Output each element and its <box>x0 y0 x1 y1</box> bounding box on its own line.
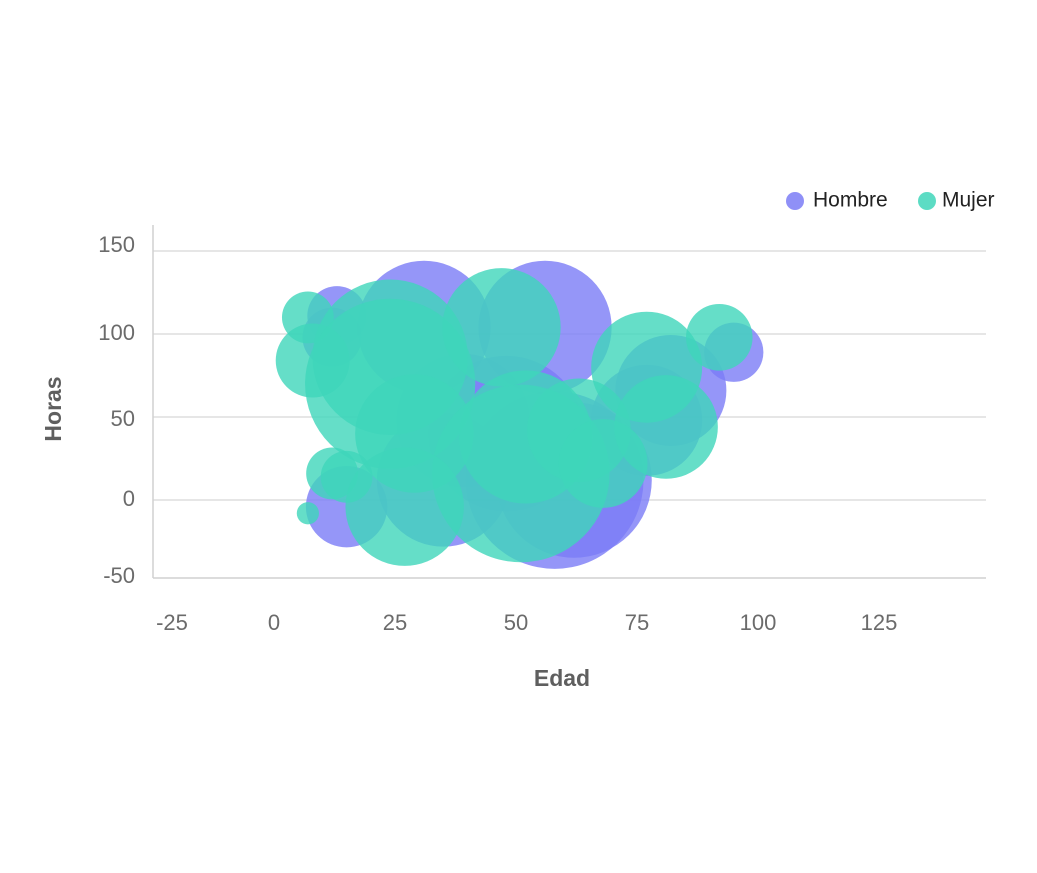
y-tick-label: 50 <box>111 406 135 431</box>
bubble-mujer[interactable] <box>685 304 753 371</box>
bubble-mujer[interactable] <box>296 502 319 525</box>
y-tick-label: 100 <box>98 320 135 345</box>
x-tick-label: 50 <box>504 610 528 635</box>
x-tick-label: -25 <box>156 610 188 635</box>
legend-label: Hombre <box>813 189 888 212</box>
y-tick-label: 0 <box>123 486 135 511</box>
bubble-mujer[interactable] <box>442 268 561 387</box>
legend: Hombre Mujer <box>786 189 995 212</box>
legend-label: Mujer <box>942 189 995 212</box>
legend-marker <box>918 192 936 210</box>
tick-labels: -25 0 25 50 75 100 125 150 100 50 0 -50 <box>98 232 897 635</box>
bubble-mujer[interactable] <box>614 375 718 479</box>
axes <box>152 225 986 579</box>
y-tick-label: -50 <box>103 563 135 588</box>
legend-marker <box>786 192 804 210</box>
legend-item-mujer[interactable]: Mujer <box>918 189 995 212</box>
y-tick-label: 150 <box>98 232 135 257</box>
bubble-mujer[interactable] <box>345 447 464 566</box>
x-axis-title: Edad <box>534 665 590 691</box>
series-mujer <box>275 268 753 566</box>
bubbles <box>275 260 764 569</box>
x-tick-label: 100 <box>740 610 777 635</box>
x-tick-label: 0 <box>268 610 280 635</box>
x-tick-label: 25 <box>383 610 407 635</box>
y-axis-title: Horas <box>40 376 66 441</box>
x-tick-label: 125 <box>861 610 898 635</box>
legend-item-hombre[interactable]: Hombre <box>786 189 888 212</box>
x-tick-label: 75 <box>625 610 649 635</box>
